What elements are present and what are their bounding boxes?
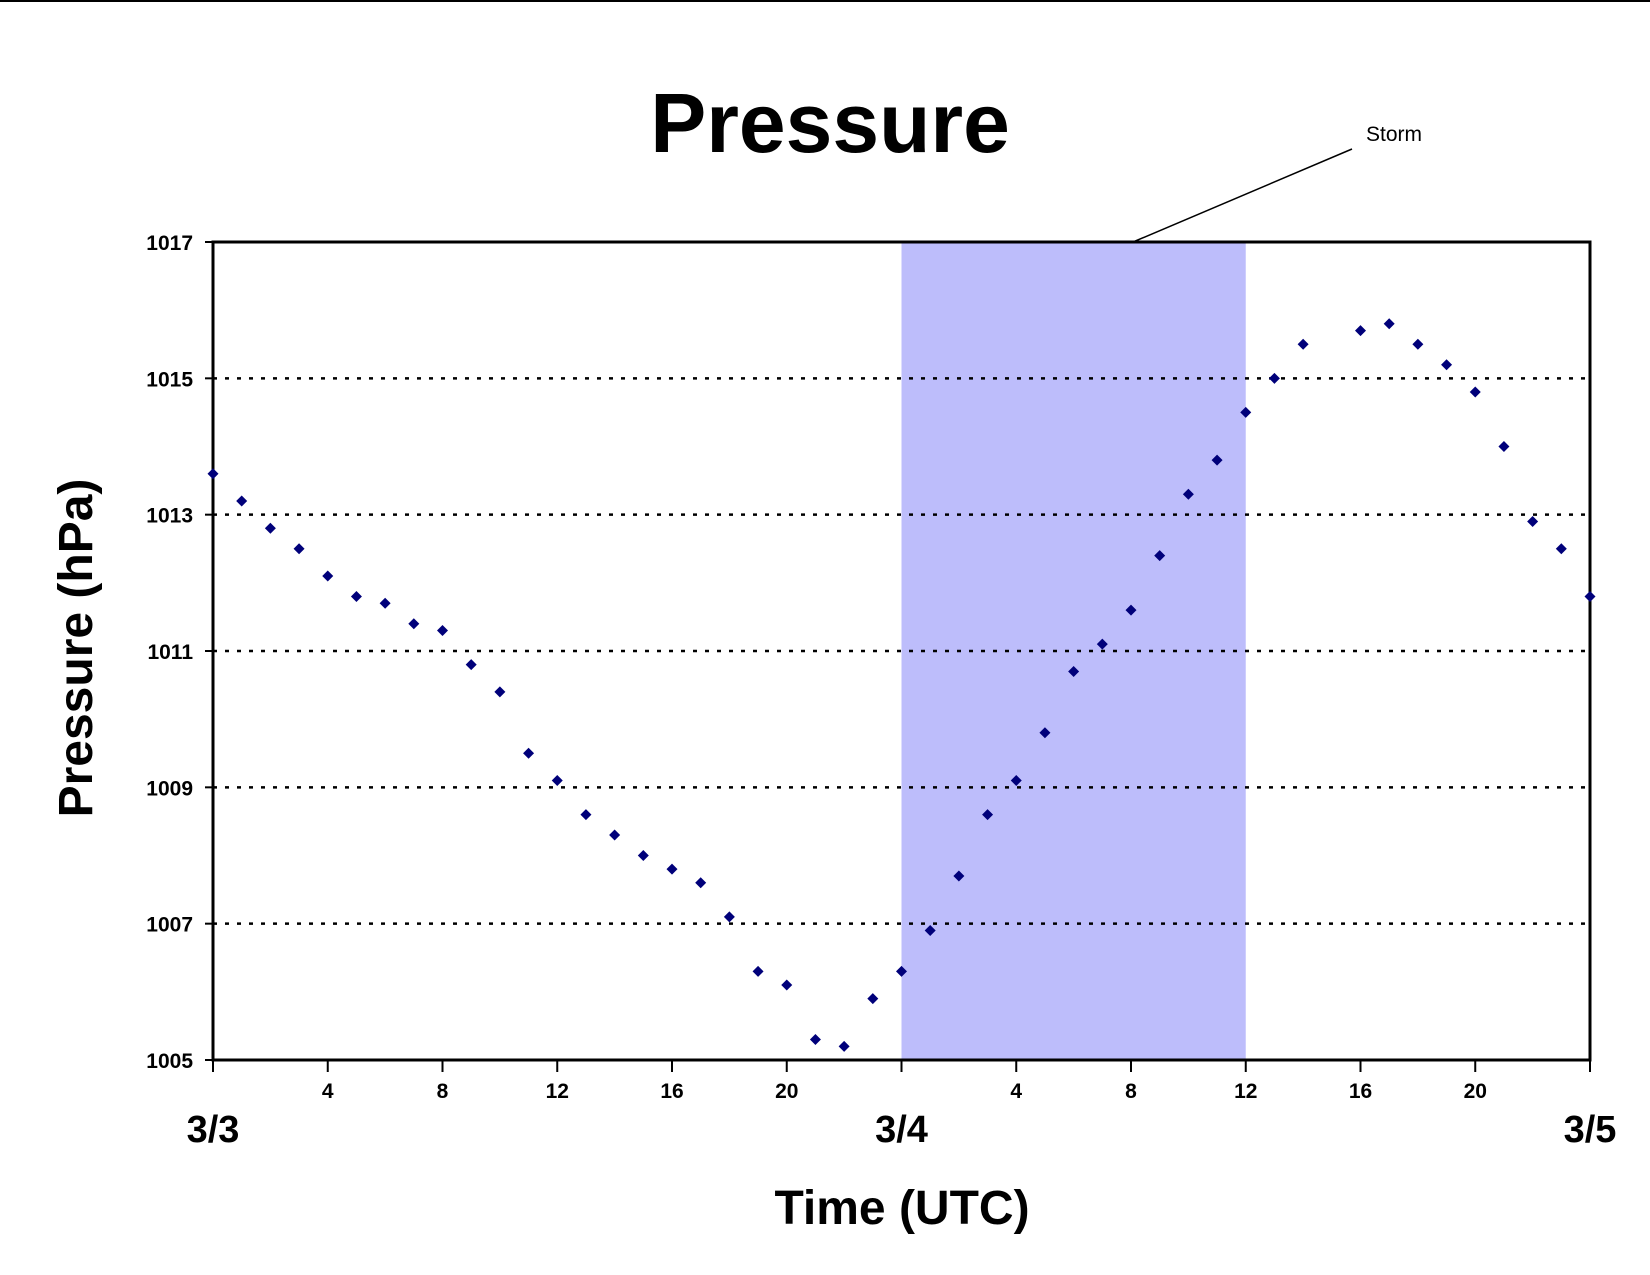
- data-point: [1182, 488, 1194, 500]
- date-label: 3/3: [187, 1109, 240, 1151]
- data-point: [322, 570, 334, 582]
- data-point: [1068, 665, 1080, 677]
- data-point: [781, 979, 793, 991]
- x-tick-label: 4: [1010, 1080, 1022, 1103]
- data-point: [838, 1040, 850, 1052]
- y-tick-label: 1011: [147, 641, 193, 664]
- data-point: [236, 495, 248, 507]
- x-tick-label: 8: [1125, 1080, 1137, 1103]
- data-point: [437, 625, 448, 637]
- x-tick-label: 12: [1234, 1080, 1257, 1103]
- x-tick-label: 16: [1349, 1080, 1372, 1103]
- data-point: [1527, 515, 1539, 527]
- y-tick-label: 1013: [146, 505, 193, 528]
- data-point: [982, 809, 994, 821]
- data-point: [523, 747, 535, 759]
- y-axis-ticks: 1005 1007 1009 1011 1013 1015 1017: [146, 232, 213, 1073]
- data-point: [1297, 338, 1309, 350]
- x-tick-label: 8: [437, 1080, 449, 1103]
- x-tick-label: 4: [322, 1080, 334, 1103]
- data-point: [207, 468, 219, 480]
- x-tick-label: 12: [546, 1080, 569, 1103]
- storm-annotation-line: [1132, 148, 1353, 243]
- y-tick-label: 1005: [146, 1050, 193, 1073]
- x-axis-label: Time (UTC): [774, 1182, 1029, 1235]
- data-point: [695, 877, 707, 889]
- y-tick-label: 1007: [146, 914, 193, 937]
- data-point: [1125, 604, 1137, 616]
- gridlines: [213, 377, 1590, 925]
- data-point: [264, 522, 276, 534]
- data-point: [867, 993, 879, 1005]
- data-point: [723, 911, 735, 923]
- x-axis-ticks: 4 8 12 16 20 4 8 12 16 20: [212, 1060, 1591, 1103]
- data-point: [580, 809, 592, 821]
- data-point: [551, 775, 563, 787]
- data-point: [1469, 386, 1481, 398]
- data-point: [1441, 359, 1453, 371]
- x-tick-label: 16: [660, 1080, 683, 1103]
- date-label: 3/4: [875, 1109, 928, 1151]
- data-point: [752, 965, 764, 977]
- data-point: [1412, 338, 1424, 350]
- data-point: [408, 618, 420, 630]
- data-point: [1154, 550, 1166, 562]
- data-point: [1039, 727, 1051, 739]
- y-tick-label: 1015: [146, 368, 193, 391]
- y-tick-label: 1009: [146, 777, 193, 800]
- storm-annotation-label: Storm: [1366, 123, 1422, 146]
- data-point: [953, 870, 965, 882]
- data-point: [1383, 318, 1395, 330]
- data-point: [1240, 406, 1252, 418]
- data-point: [1010, 775, 1022, 787]
- data-point: [293, 543, 305, 555]
- chart-title: Pressure: [650, 76, 1010, 170]
- y-tick-label: 1017: [146, 232, 193, 255]
- x-tick-label: 20: [1464, 1080, 1487, 1103]
- x-tick-label: 20: [775, 1080, 798, 1103]
- date-labels: 3/3 3/4 3/5: [187, 1109, 1617, 1151]
- data-point: [1268, 372, 1280, 384]
- data-point: [1355, 325, 1366, 337]
- data-point: [1498, 441, 1510, 452]
- storm-highlight-band: [901, 242, 1246, 1060]
- data-point: [1584, 590, 1596, 602]
- data-point: [609, 829, 621, 841]
- data-point: [666, 863, 678, 875]
- data-point: [350, 590, 362, 602]
- data-point: [494, 686, 506, 698]
- top-border-line: [0, 0, 1650, 2]
- data-point: [1555, 543, 1567, 555]
- data-point: [1096, 638, 1108, 650]
- data-point: [465, 659, 477, 671]
- date-label: 3/5: [1564, 1109, 1617, 1151]
- data-point: [637, 850, 649, 861]
- y-axis-label: Pressure (hPa): [50, 479, 103, 818]
- data-point: [809, 1034, 821, 1046]
- data-point: [379, 597, 391, 609]
- data-point: [1211, 454, 1223, 466]
- data-point: [924, 924, 936, 936]
- data-points: [207, 318, 1596, 1052]
- data-point: [896, 965, 907, 977]
